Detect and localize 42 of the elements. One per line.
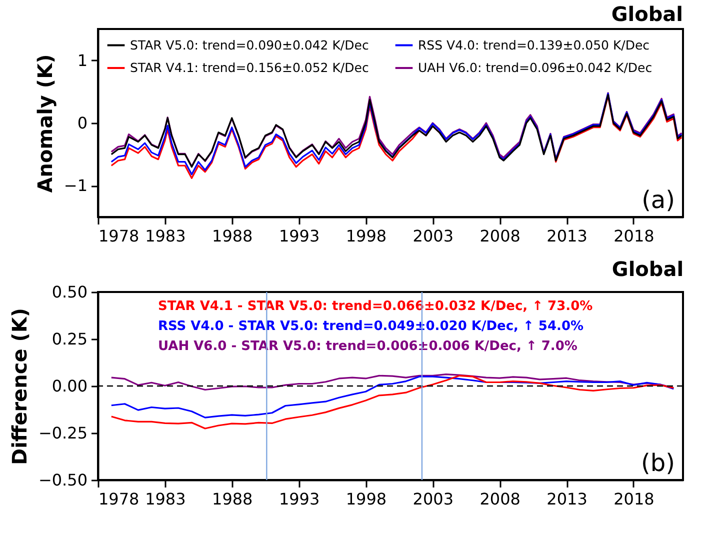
x-tick-label: 2018 (614, 226, 654, 246)
x-tick-label: 1983 (145, 490, 186, 508)
y-axis-title: Difference (K) (7, 308, 32, 466)
annotation: (a) (642, 186, 675, 214)
text: STAR V4.1 - STAR V5.0: trend=0.066±0.032 K/Dec, ↑ 73.0% (158, 299, 593, 314)
y-tick-label: −1 (64, 176, 88, 196)
legend-label: STAR V5.0: trend=0.090±0.042 K/Dec (130, 37, 369, 52)
chart-title: Global (612, 257, 684, 281)
legend-label: UAH V6.0: trend=0.096±0.042 K/Dec (418, 60, 652, 75)
y-tick-label: 0.50 (52, 282, 88, 302)
x-tick-label: 2018 (614, 490, 654, 508)
legend-label: STAR V4.1: trend=0.156±0.052 K/Dec (130, 60, 369, 75)
x-tick-label: 1993 (278, 490, 320, 508)
x-tick-label: 2003 (412, 226, 454, 246)
y-tick-label: 0.25 (52, 330, 88, 348)
x-tick-label: 1983 (145, 226, 186, 246)
x-tick-label: 1998 (346, 490, 387, 508)
x-tick-label: 1978 (98, 226, 140, 246)
annotation: (b) (641, 449, 675, 477)
chart-title: Global (611, 2, 683, 26)
series-label: UAH V6.0 - STAR V5.0: trend=0.006±0.006 K/Dec, ↑ 7.0% (158, 339, 578, 354)
x-tick-label: 2013 (546, 490, 588, 508)
x-tick-label: 2008 (480, 490, 520, 508)
x-tick-label: 1988 (212, 226, 253, 246)
x-tick-label: 1978 (98, 490, 140, 508)
x-tick-label: 1993 (278, 226, 320, 246)
x-tick-label: 2008 (480, 226, 520, 246)
line-series (110, 374, 674, 391)
y-tick-label: 1 (77, 50, 88, 70)
y-tick-label: 0.00 (52, 376, 88, 396)
y-tick-label: −0.50 (38, 470, 88, 490)
line-series (110, 374, 674, 430)
x-tick-label: 2013 (546, 226, 588, 246)
x-tick-label: 2003 (412, 490, 454, 508)
y-tick-label: −0.25 (38, 424, 88, 442)
line-series (110, 376, 674, 418)
y-tick-label: 0 (77, 114, 88, 132)
y-axis-title: Anomaly (K) (32, 54, 57, 193)
x-tick-label: 1998 (346, 226, 387, 246)
x-tick-label: 1988 (212, 490, 253, 508)
text: RSS V4.0 - STAR V5.0: trend=0.049±0.020 K/Dec, ↑ 54.0% (158, 319, 584, 334)
legend-label: RSS V4.0: trend=0.139±0.050 K/Dec (418, 37, 650, 52)
